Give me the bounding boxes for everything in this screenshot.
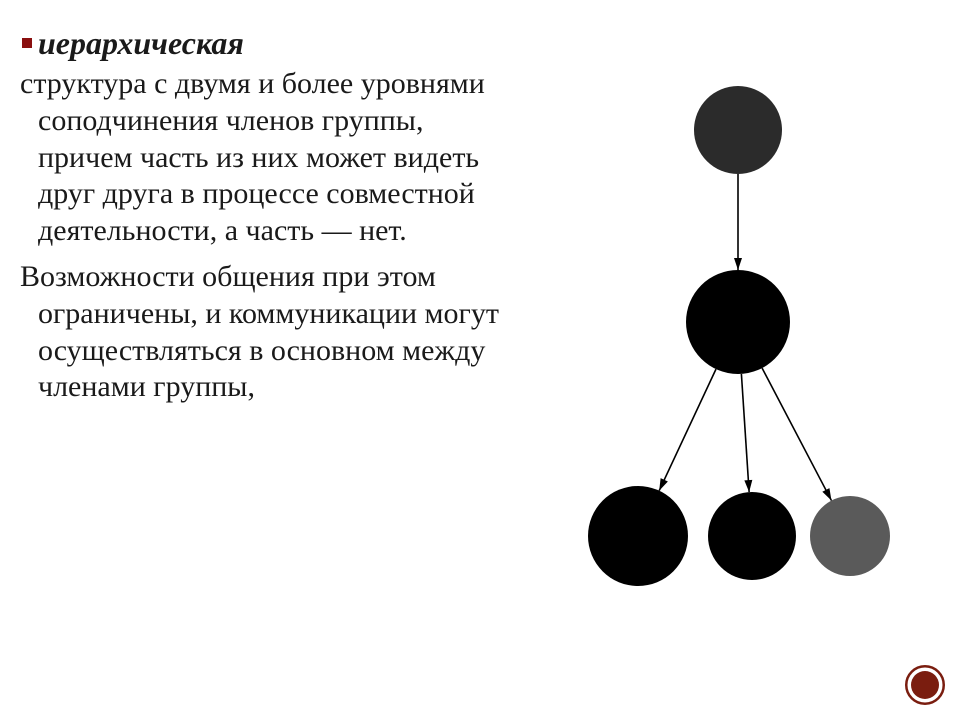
title-text: иерархическая: [38, 24, 244, 62]
paragraph-2: Возможности общения при этом ограничены,…: [38, 259, 525, 405]
title-row: иерархическая: [20, 24, 525, 62]
square-bullet-icon: [22, 38, 32, 48]
slide: иерархическая структура с двумя и более …: [0, 0, 960, 720]
tree-svg: [548, 60, 928, 620]
hierarchy-diagram: [548, 60, 928, 620]
corner-badge-icon: [904, 664, 946, 706]
text-column: иерархическая структура с двумя и более …: [20, 24, 525, 416]
paragraph-1: структура с двумя и более уровнями сопод…: [38, 66, 525, 249]
